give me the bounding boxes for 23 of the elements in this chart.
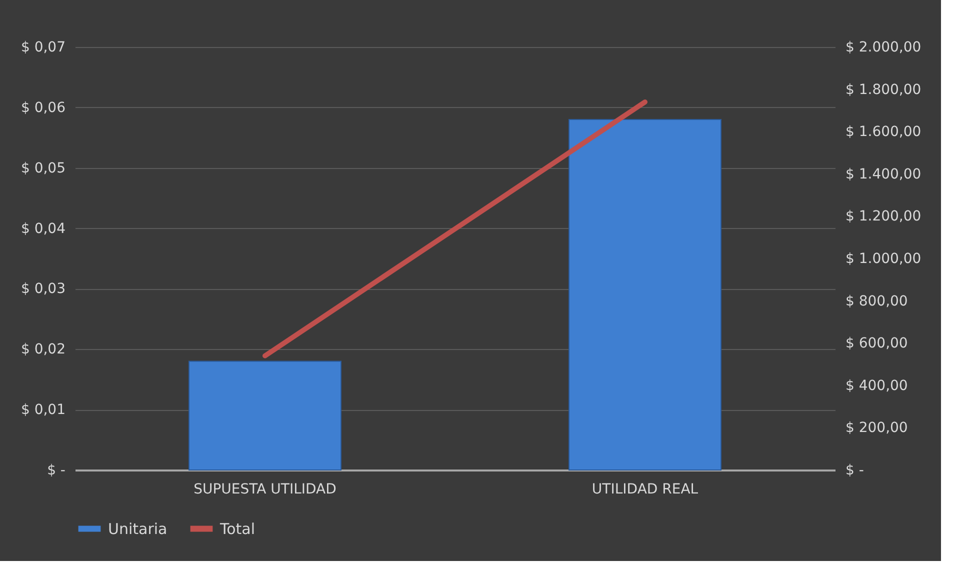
y-tick-label: $ - (47, 462, 66, 478)
y2-tick-label: $ 800,00 (846, 293, 908, 310)
y2-tick-label: $ 400,00 (846, 378, 908, 394)
y2-tick-label: $ 600,00 (846, 336, 908, 352)
y-tick-label: $ 0,04 (20, 220, 66, 237)
legend-label: Total (219, 520, 256, 538)
y2-tick-label: $ 1.600,00 (846, 124, 922, 140)
y-tick-label: $ 0,01 (20, 402, 66, 418)
y2-tick-label: $ 1.200,00 (846, 208, 922, 225)
y-tick-label: $ 0,07 (20, 40, 66, 56)
y2-tick-label: $ 1.000,00 (846, 251, 922, 267)
legend-label: Unitaria (108, 520, 168, 538)
x-tick-label: UTILIDAD REAL (592, 482, 698, 498)
y-tick-label: $ 0,06 (20, 100, 66, 116)
x-tick-label: SUPUESTA UTILIDAD (194, 482, 336, 498)
y-tick-label: $ 0,05 (20, 160, 66, 176)
y2-tick-label: $ 1.400,00 (846, 166, 922, 182)
y2-tick-label: $ 2.000,00 (846, 40, 922, 56)
y-tick-label: $ 0,03 (20, 281, 66, 298)
y2-tick-label: $ - (846, 462, 864, 478)
y2-tick-label: $ 1.800,00 (846, 82, 922, 98)
y-tick-label: $ 0,02 (20, 342, 66, 358)
y2-tick-label: $ 200,00 (846, 420, 908, 436)
